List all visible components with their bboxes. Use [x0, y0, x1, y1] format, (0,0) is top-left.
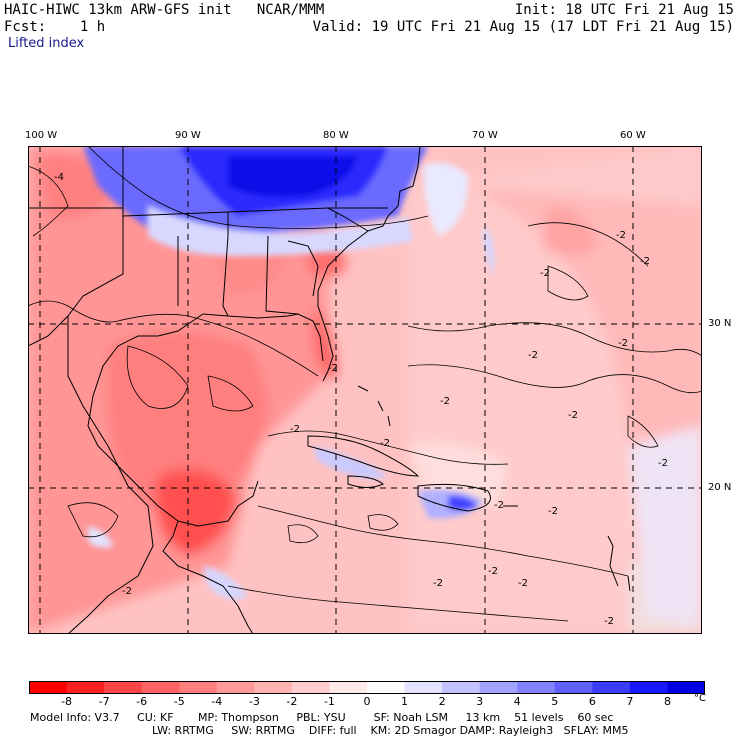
contour-label: -2 [440, 396, 450, 407]
contour-label-group: -4 -2 -2 -2 -2 -2 -2 -2 -2 -2 -2 -2 -2 -… [54, 172, 668, 627]
colorbar-tick-label: -6 [136, 695, 148, 708]
colorbar-tick-label: -7 [98, 695, 110, 708]
colorbar-tick-label: -4 [211, 695, 223, 708]
colorbar-swatch [629, 681, 668, 694]
colorbar-swatch [179, 681, 218, 694]
forecast-hour: Fcst: 1 h [4, 19, 106, 35]
contour-label: -2 [568, 410, 578, 421]
colorbar-swatch [367, 681, 406, 694]
colorbar-swatch [29, 681, 68, 694]
contour-label: -2 [658, 458, 668, 469]
map-frame [28, 146, 702, 634]
colorbar-tick-label: 5 [551, 695, 559, 708]
contour-label: -2 [640, 256, 650, 267]
colorbar-swatch [667, 681, 705, 694]
contour-label: -2 [616, 230, 626, 241]
colorbar-frame [29, 681, 705, 694]
colorbar-tick-label: -1 [323, 695, 335, 708]
contour-label: -2 [540, 268, 550, 279]
colorbar-swatch [141, 681, 180, 694]
contour-label: -2 [494, 500, 504, 511]
colorbar-swatch [554, 681, 593, 694]
colorbar-tick-label: -3 [248, 695, 260, 708]
colorbar-unit: °C [694, 693, 706, 704]
colorbar-tick-label: 0 [363, 695, 371, 708]
colorbar-tick-label: -2 [286, 695, 298, 708]
colorbar-tick-label: 2 [438, 695, 446, 708]
colorbar-swatch [104, 681, 143, 694]
colorbar-swatch [329, 681, 368, 694]
contour-label: -2 [290, 424, 300, 435]
lon-label-80w: 80 W [323, 130, 349, 141]
colorbar-swatch [442, 681, 481, 694]
contour-label: -2 [548, 506, 558, 517]
lon-label-70w: 70 W [472, 130, 498, 141]
colorbar-tick-label: 1 [401, 695, 409, 708]
model-title: HAIC-HIWC 13km ARW-GFS init NCAR/MMM [4, 2, 325, 18]
lon-label-100w: 100 W [25, 130, 58, 141]
contour-label: -2 [122, 586, 132, 597]
colorbar-tick-label: 3 [476, 695, 484, 708]
model-info-line1: Model Info: V3.7 CU: KF MP: Thompson PBL… [30, 711, 614, 724]
contour-label: -2 [380, 438, 390, 449]
init-time: Init: 18 UTC Fri 21 Aug 15 [514, 2, 734, 18]
colorbar-swatch [254, 681, 293, 694]
colorbar-swatch [517, 681, 556, 694]
colorbar [29, 681, 705, 694]
contour-label: -2 [328, 363, 338, 374]
colorbar-swatch [592, 681, 631, 694]
colorbar-swatch [291, 681, 330, 694]
contour-lines [28, 146, 702, 622]
contour-label: -2 [528, 350, 538, 361]
lon-label-60w: 60 W [620, 130, 646, 141]
colorbar-tick-label: 4 [513, 695, 521, 708]
stable-air-region [83, 146, 495, 600]
colorbar-tick-label: 6 [588, 695, 596, 708]
contour-label: -4 [54, 172, 64, 183]
contour-label: -2 [604, 616, 614, 627]
field-shading [28, 146, 702, 634]
colorbar-tick-label: -8 [61, 695, 73, 708]
model-info-line2: LW: RRTMG SW: RRTMG DIFF: full KM: 2D Sm… [152, 724, 629, 737]
lifted-index-map: -4 -2 -2 -2 -2 -2 -2 -2 -2 -2 -2 -2 -2 -… [28, 146, 702, 634]
coastlines [28, 146, 631, 634]
colorbar-tick-label: 8 [663, 695, 671, 708]
colorbar-swatch [216, 681, 255, 694]
colorbar-swatch [66, 681, 105, 694]
colorbar-swatch [404, 681, 443, 694]
colorbar-tick-label: -5 [173, 695, 185, 708]
lon-label-90w: 90 W [175, 130, 201, 141]
field-name: Lifted index [8, 36, 85, 51]
valid-time: Valid: 19 UTC Fri 21 Aug 15 (17 LDT Fri … [312, 19, 734, 35]
lat-label-30n: 30 N [708, 318, 732, 329]
contour-label: -2 [618, 338, 628, 349]
colorbar-tick-label: 7 [626, 695, 634, 708]
lat-label-20n: 20 N [708, 482, 732, 493]
colorbar-swatch [479, 681, 518, 694]
contour-label: -2 [518, 578, 528, 589]
contour-label: -2 [433, 578, 443, 589]
contour-label: -2 [488, 566, 498, 577]
